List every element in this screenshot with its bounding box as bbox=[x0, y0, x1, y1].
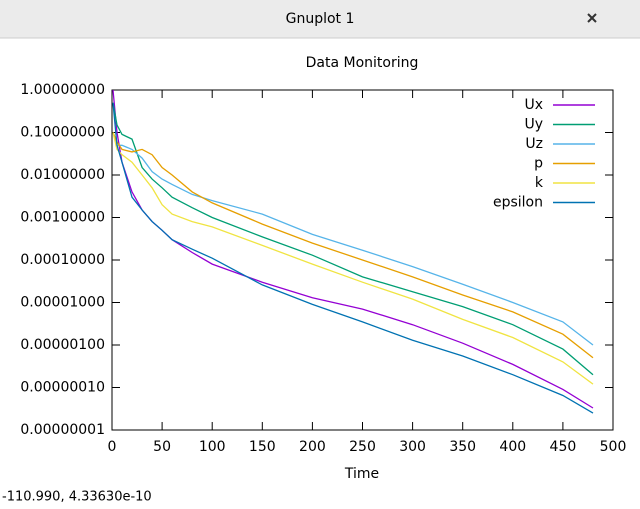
series-line bbox=[112, 132, 594, 359]
y-tick-label: 0.00000001 bbox=[20, 422, 105, 438]
y-tick-label: 0.01000000 bbox=[20, 167, 105, 183]
x-tick-label: 250 bbox=[349, 439, 376, 455]
x-tick-label: 100 bbox=[199, 439, 226, 455]
y-tick-label: 0.00000100 bbox=[20, 337, 105, 353]
x-tick-label: 200 bbox=[299, 439, 326, 455]
x-tick-label: 500 bbox=[600, 439, 627, 455]
y-tick-label: 0.00010000 bbox=[20, 252, 105, 268]
legend-label: epsilon bbox=[493, 195, 543, 211]
x-tick-label: 450 bbox=[550, 439, 577, 455]
y-tick-label: 0.00000010 bbox=[20, 380, 105, 396]
x-tick-label: 350 bbox=[449, 439, 476, 455]
y-tick-label: 0.00100000 bbox=[20, 210, 105, 226]
legend-label: Uz bbox=[525, 136, 543, 152]
legend-label: k bbox=[535, 175, 544, 191]
series-line bbox=[112, 132, 594, 385]
legend-label: Uy bbox=[524, 117, 543, 133]
window-title: Gnuplot 1 bbox=[286, 11, 355, 27]
y-tick-label: 1.00000000 bbox=[20, 82, 105, 98]
status-text: -110.990, 4.33630e-10 bbox=[2, 490, 152, 505]
x-axis-label: Time bbox=[344, 466, 379, 482]
series-line bbox=[112, 132, 594, 346]
x-tick-label: 400 bbox=[499, 439, 526, 455]
y-tick-label: 0.10000000 bbox=[20, 125, 105, 141]
series-line bbox=[112, 89, 594, 409]
legend-label: p bbox=[534, 156, 543, 172]
series-line bbox=[112, 102, 594, 414]
title-bar bbox=[0, 0, 640, 38]
x-tick-label: 150 bbox=[249, 439, 276, 455]
series-line bbox=[112, 102, 594, 376]
y-tick-label: 0.00001000 bbox=[20, 295, 105, 311]
legend-label: Ux bbox=[524, 97, 543, 113]
close-button[interactable] bbox=[587, 13, 597, 23]
x-tick-label: 50 bbox=[153, 439, 171, 455]
x-tick-label: 300 bbox=[399, 439, 426, 455]
chart-title: Data Monitoring bbox=[306, 55, 419, 71]
x-tick-label: 0 bbox=[108, 439, 117, 455]
